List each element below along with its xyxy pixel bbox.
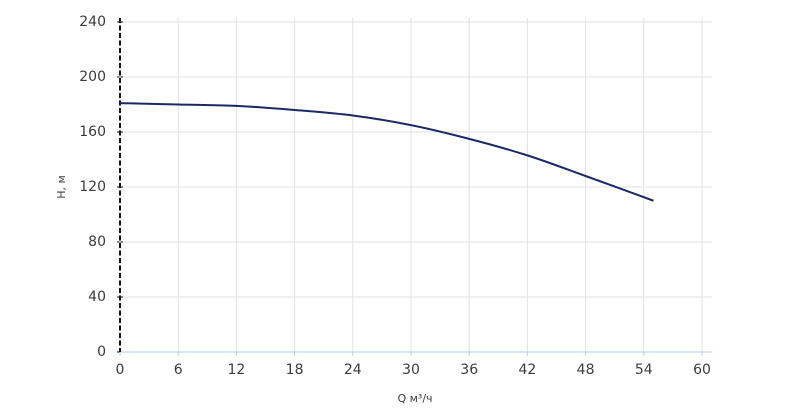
y-tick-label: 160 (79, 124, 106, 140)
x-tick-label: 12 (227, 362, 245, 378)
y-tick-label: 240 (79, 14, 106, 30)
x-tick-label: 54 (635, 362, 653, 378)
curve (119, 102, 654, 202)
y-tick-label: 80 (88, 234, 106, 250)
x-tick-label: 42 (518, 362, 536, 378)
x-tick-label: 30 (402, 362, 420, 378)
x-axis-label: Q м³/ч (397, 392, 432, 405)
x-tick-label: 18 (286, 362, 304, 378)
y-tick-label: 0 (97, 344, 106, 360)
x-tick-label: 6 (174, 362, 183, 378)
x-tick-label: 0 (116, 362, 125, 378)
y-axis-label: H, м (55, 175, 68, 199)
x-tick-label: 36 (460, 362, 478, 378)
y-tick-label: 40 (88, 289, 106, 305)
x-tick-label: 48 (577, 362, 595, 378)
y-tick-label: 120 (79, 179, 106, 195)
x-tick-label: 24 (344, 362, 362, 378)
y-tick-label: 200 (79, 69, 106, 85)
x-tick-label: 60 (693, 362, 711, 378)
